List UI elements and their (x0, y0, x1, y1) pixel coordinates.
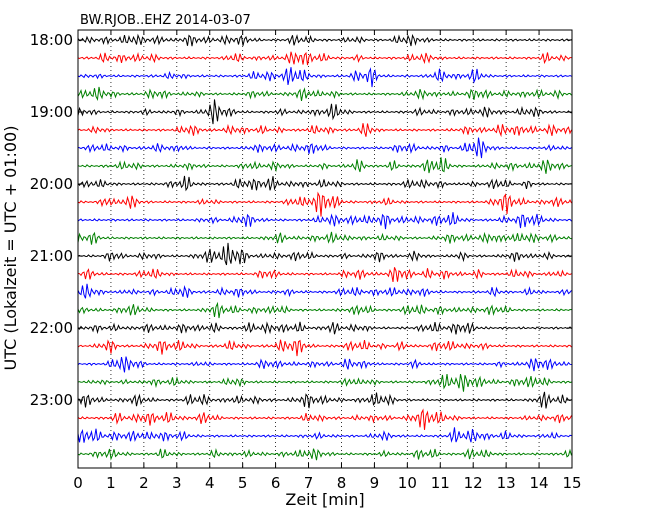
trace-1800 (77, 33, 572, 47)
trace-2200 (77, 321, 572, 335)
trace-1930 (77, 137, 572, 159)
y-tick-label: 23:00 (30, 391, 73, 409)
trace-2315 (77, 408, 572, 430)
trace-2115 (77, 267, 572, 283)
x-tick-label: 13 (497, 474, 516, 492)
y-tick-label: 22:00 (30, 319, 73, 337)
x-tick-label: 4 (205, 474, 215, 492)
x-axis-ticks: 0 1 2 3 4 5 6 7 8 9 10 11 12 13 14 15 (73, 30, 582, 492)
x-tick-label: 11 (431, 474, 450, 492)
trace-1915 (77, 123, 572, 138)
y-tick-label: 20:00 (30, 175, 73, 193)
x-tick-label: 1 (106, 474, 116, 492)
trace-2045 (77, 231, 572, 245)
trace-2145 (77, 301, 572, 319)
x-tick-label: 2 (139, 474, 149, 492)
x-tick-label: 12 (464, 474, 483, 492)
trace-2330 (77, 427, 572, 443)
x-tick-label: 7 (304, 474, 314, 492)
x-tick-label: 0 (73, 474, 83, 492)
trace-2215 (77, 339, 572, 357)
trace-2300 (77, 391, 572, 409)
trace-2130 (77, 283, 572, 299)
seismic-traces (77, 33, 572, 461)
trace-2030 (77, 212, 572, 230)
trace-2000 (77, 175, 572, 192)
x-tick-label: 5 (238, 474, 248, 492)
trace-2100 (77, 242, 572, 266)
x-tick-label: 15 (562, 474, 581, 492)
trace-1945 (77, 157, 572, 174)
trace-1900 (77, 99, 572, 125)
trace-1815 (77, 51, 572, 66)
y-tick-label: 18:00 (30, 31, 73, 49)
plot-title: BW.RJOB..EHZ 2014-03-07 (80, 13, 251, 28)
x-tick-label: 3 (172, 474, 182, 492)
trace-2230 (77, 356, 572, 373)
x-tick-label: 8 (337, 474, 347, 492)
trace-1845 (77, 86, 572, 101)
trace-2245 (77, 373, 572, 392)
trace-2345 (77, 448, 572, 461)
x-tick-label: 6 (271, 474, 281, 492)
y-axis-ticks: 18:00 19:00 20:00 21:00 22:00 23:00 (30, 31, 572, 409)
x-axis-label: Zeit [min] (285, 490, 364, 509)
x-tick-label: 14 (530, 474, 549, 492)
y-axis-label: UTC (Lokalzeit = UTC + 01:00) (1, 126, 20, 371)
plot-frame (77, 29, 573, 469)
trace-2015 (77, 191, 572, 217)
x-tick-label: 10 (398, 474, 417, 492)
trace-1830 (77, 67, 572, 88)
x-tick-label: 9 (370, 474, 380, 492)
y-tick-label: 19:00 (30, 103, 73, 121)
y-tick-label: 21:00 (30, 247, 73, 265)
